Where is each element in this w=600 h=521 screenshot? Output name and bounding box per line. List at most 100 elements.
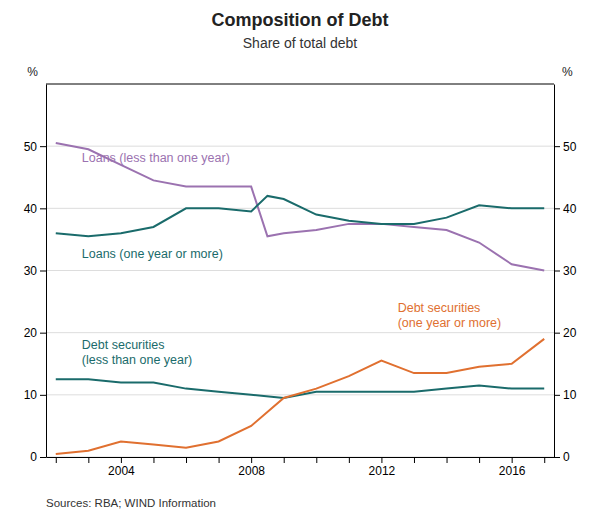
tick (219, 457, 220, 463)
annotation-line: Loans (one year or more) (82, 247, 223, 261)
tick: 40 (24, 202, 46, 216)
tick-label: 50 (563, 140, 577, 154)
tick: 2008 (238, 457, 265, 478)
annotation: Loans (less than one year) (82, 151, 230, 165)
source: Sources: RBA; WIND Information (46, 497, 216, 509)
axis-y2ticks: 0 10 20 30 40 50 (554, 85, 577, 465)
tick-label: 2012 (369, 464, 396, 478)
tick (349, 457, 350, 463)
annotation: Debt securities(one year or more) (398, 301, 502, 330)
tick-label: 10 (563, 388, 577, 402)
tick: 0 (554, 450, 570, 464)
tick-mark (40, 333, 46, 334)
plot-frame (46, 84, 554, 85)
tick (284, 457, 285, 463)
tick (414, 457, 415, 463)
tick-mark (40, 271, 46, 272)
tick-mark (447, 457, 448, 463)
tick-mark (40, 457, 46, 458)
tick: 50 (554, 140, 577, 154)
annotation-line: (one year or more) (398, 316, 502, 330)
grid-line (46, 457, 554, 458)
tick: 2004 (108, 457, 135, 478)
grid-line (46, 332, 554, 333)
tick-mark (554, 271, 560, 272)
tick: 2012 (369, 457, 396, 478)
axis-yticks: 0 10 20 30 40 50 (24, 85, 47, 465)
annotation: Debt securities(less than one year) (82, 338, 192, 367)
tick-label: 20 (24, 326, 38, 340)
tick (56, 457, 57, 463)
tick: 30 (554, 264, 577, 278)
tick: 40 (554, 202, 577, 216)
tick-mark (554, 333, 560, 334)
tick: 10 (554, 388, 577, 402)
series-line (56, 339, 544, 454)
tick-mark (40, 395, 46, 396)
tick-label: 2008 (238, 464, 265, 478)
tick-label: 50 (24, 140, 38, 154)
tick-mark (121, 457, 122, 463)
tick-mark (554, 457, 560, 458)
tick-mark (40, 208, 46, 209)
tick-mark (284, 457, 285, 463)
tick-label: 40 (24, 202, 38, 216)
tick-mark (40, 146, 46, 147)
title: Composition of Debt (212, 10, 389, 30)
tick-label: 0 (563, 450, 570, 464)
tick (316, 457, 317, 463)
tick: 10 (24, 388, 46, 402)
grid-line (46, 208, 554, 209)
series-group (56, 143, 544, 454)
axis-xticks: 2004 2008 2012 2016 (47, 457, 555, 478)
tick-mark (186, 457, 187, 463)
tick-label: 10 (24, 388, 38, 402)
tick (153, 457, 154, 463)
tick-label: 30 (24, 264, 38, 278)
chart: Composition of Debt Share of total debt 20… (0, 0, 600, 521)
tick-mark (153, 457, 154, 463)
tick-label: 40 (563, 202, 577, 216)
tick (447, 457, 448, 463)
axis-line (46, 85, 47, 458)
tick-mark (381, 457, 382, 463)
annotation-line: Debt securities (398, 301, 481, 315)
tick: 20 (24, 326, 46, 340)
annotation-line: (less than one year) (82, 353, 192, 367)
series-line (56, 196, 544, 236)
tick-label: 2004 (108, 464, 135, 478)
tick (88, 457, 89, 463)
tick-label: 0 (30, 450, 37, 464)
annotation-line: Loans (less than one year) (82, 151, 230, 165)
tick-mark (544, 457, 545, 463)
annotation-line: Debt securities (82, 338, 165, 352)
tick-mark (512, 457, 513, 463)
tick (544, 457, 545, 463)
tick: 2016 (499, 457, 526, 478)
tick: 30 (24, 264, 46, 278)
tick-mark (349, 457, 350, 463)
grid-line (46, 146, 554, 147)
tick-mark (554, 208, 560, 209)
tick (479, 457, 480, 463)
tick-mark (56, 457, 57, 463)
tick-mark (219, 457, 220, 463)
tick-mark (479, 457, 480, 463)
tick-mark (414, 457, 415, 463)
tick-label: 20 (563, 326, 577, 340)
grid (46, 146, 554, 457)
subtitle: Share of total debt (243, 35, 358, 51)
tick-mark (554, 395, 560, 396)
annotations: Loans (less than one year) Loans (one yea… (82, 151, 501, 367)
tick-label: 30 (563, 264, 577, 278)
annotation: Loans (one year or more) (82, 247, 223, 261)
y2-axis-label: % (562, 65, 573, 79)
tick-mark (251, 457, 252, 463)
grid-line (46, 270, 554, 271)
y-axis-label: % (27, 65, 38, 79)
series-line (56, 143, 544, 270)
tick-label: 2016 (499, 464, 526, 478)
plot: 2004 2008 2012 2016 0 10 20 30 40 50 0 10 20 30 40 50%%… (24, 65, 577, 478)
tick-mark (316, 457, 317, 463)
tick (186, 457, 187, 463)
